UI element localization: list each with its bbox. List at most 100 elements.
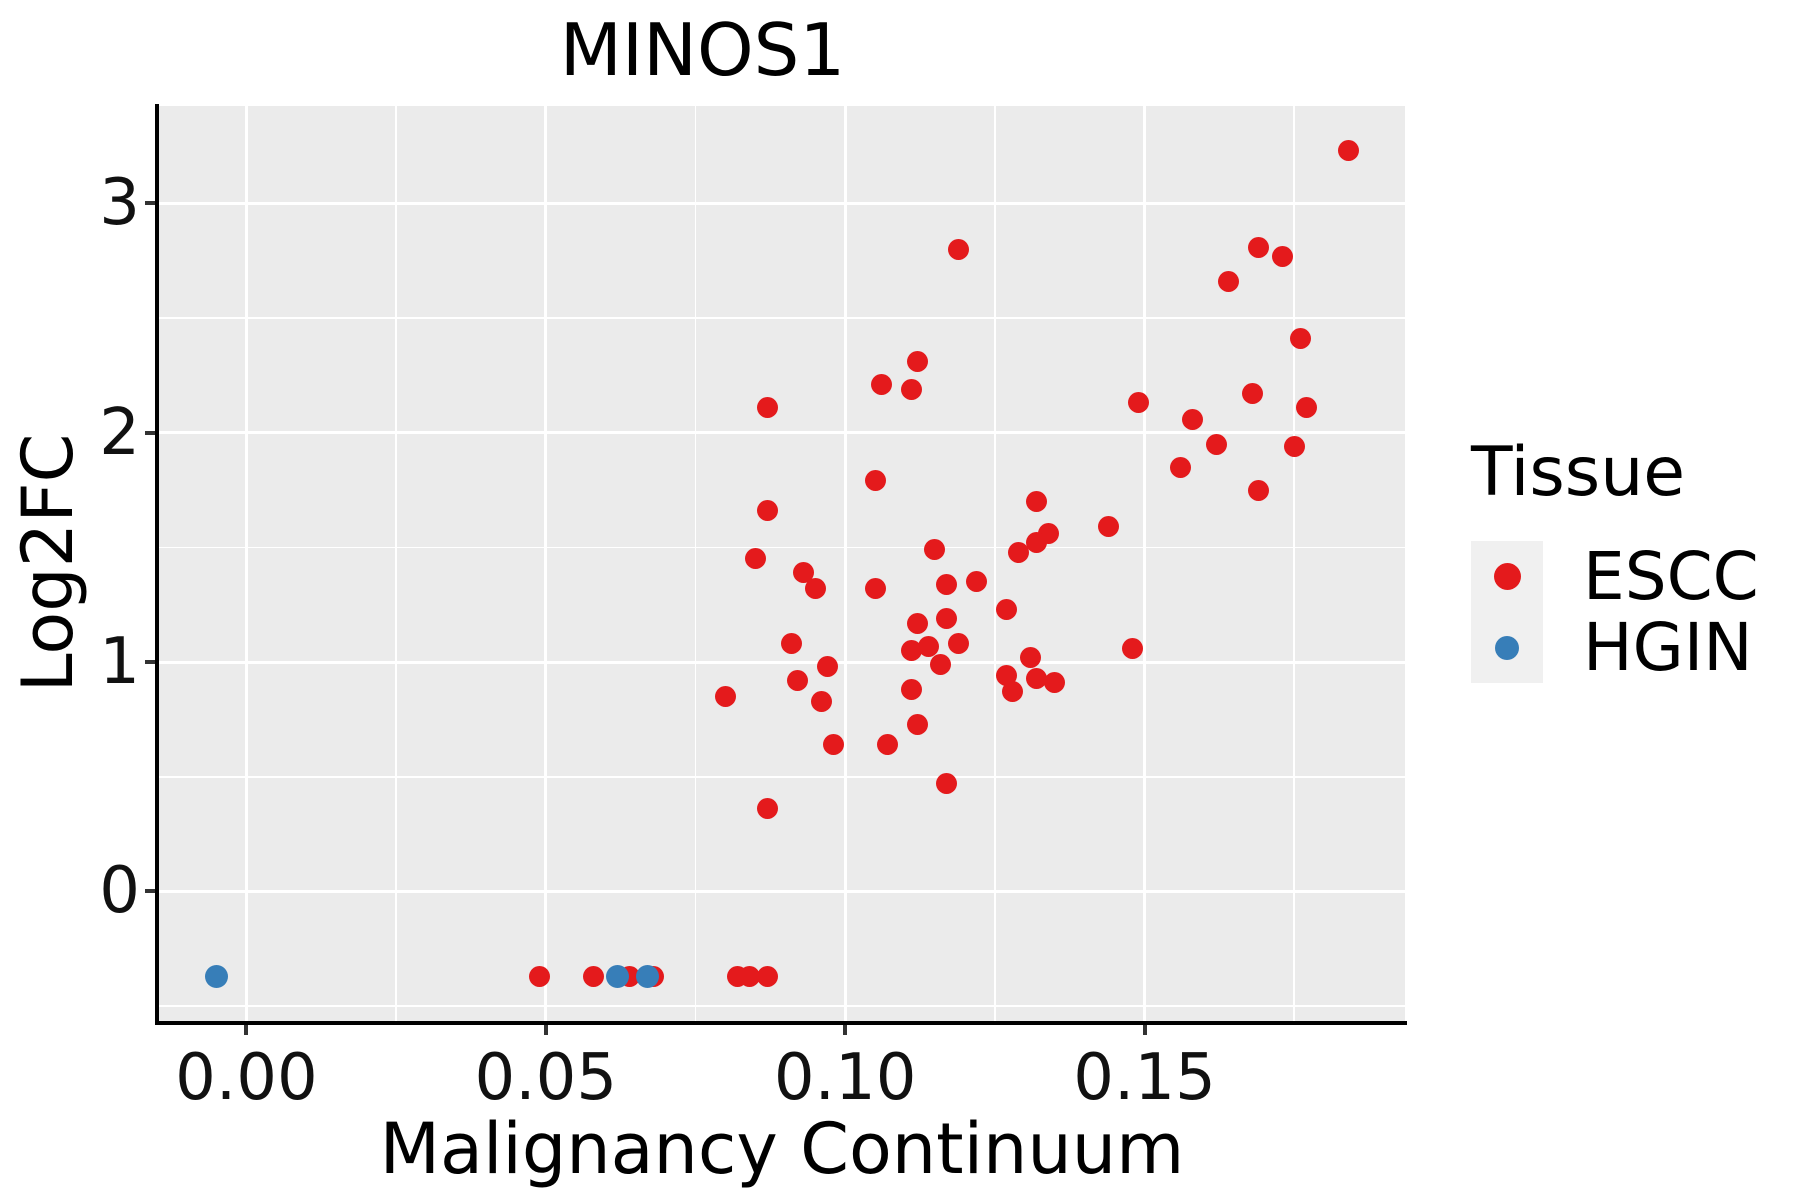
data-point-escc: [1128, 392, 1150, 414]
major-gridline-y: [159, 201, 1405, 205]
legend-dot-hgin: [1495, 635, 1519, 660]
data-point-escc: [1026, 532, 1048, 554]
data-point-escc: [948, 238, 970, 260]
data-point-escc: [822, 734, 844, 756]
minor-gridline-y: [159, 1005, 1405, 1007]
legend-key-hgin: [1471, 612, 1543, 683]
data-point-escc: [906, 351, 928, 373]
data-point-escc: [936, 773, 958, 795]
data-point-escc: [876, 734, 898, 756]
data-point-escc: [756, 397, 778, 419]
data-point-escc: [583, 965, 605, 987]
x-tick-mark: [244, 1025, 249, 1035]
x-tick-label: 0.05: [474, 1041, 618, 1115]
minor-gridline-x: [994, 106, 996, 1021]
x-tick-label: 0.10: [773, 1041, 917, 1115]
data-point-escc: [924, 539, 946, 561]
data-point-escc: [1337, 140, 1359, 162]
legend-label-hgin: HGIN: [1583, 609, 1753, 686]
major-gridline-x: [1143, 106, 1147, 1021]
data-point-escc: [529, 965, 551, 987]
data-point-escc: [918, 635, 940, 657]
data-point-escc: [996, 598, 1018, 620]
data-point-escc: [1247, 479, 1269, 501]
y-tick-label: 2: [99, 395, 140, 470]
data-point-escc: [756, 965, 778, 987]
data-point-escc: [1181, 408, 1203, 430]
data-point-escc: [804, 578, 826, 600]
data-point-escc: [1122, 637, 1144, 659]
data-point-escc: [1169, 456, 1191, 478]
y-tick-label: 0: [99, 854, 140, 929]
data-point-escc: [1044, 672, 1066, 694]
data-point-hgin: [204, 964, 228, 988]
data-point-escc: [900, 679, 922, 701]
major-gridline-x: [843, 106, 847, 1021]
data-point-escc: [1295, 397, 1317, 419]
major-gridline-x: [244, 106, 248, 1021]
y-tick-label: 1: [99, 625, 140, 700]
data-point-escc: [900, 640, 922, 662]
y-tick-mark: [145, 660, 155, 665]
major-gridline-x: [544, 106, 548, 1021]
x-tick-mark: [543, 1025, 548, 1035]
data-point-escc: [870, 374, 892, 396]
data-point-escc: [1247, 236, 1269, 258]
plot-title: MINOS1: [559, 8, 846, 92]
data-point-escc: [744, 548, 766, 570]
x-axis-title: Malignancy Continuum: [379, 1108, 1185, 1190]
data-point-escc: [786, 669, 808, 691]
major-gridline-y: [159, 431, 1405, 435]
x-tick-label: 0.15: [1073, 1041, 1216, 1115]
data-point-escc: [792, 562, 814, 584]
data-point-escc: [906, 713, 928, 735]
data-point-escc: [756, 798, 778, 820]
data-point-escc: [966, 571, 988, 593]
legend-title: Tissue: [1471, 433, 1686, 512]
data-point-escc: [738, 965, 760, 987]
legend-key-escc: [1471, 541, 1543, 612]
data-point-escc: [936, 573, 958, 595]
legend-dot-escc: [1493, 563, 1521, 590]
x-tick-mark: [843, 1025, 848, 1035]
legend-label-escc: ESCC: [1583, 538, 1759, 615]
minor-gridline-x: [694, 106, 697, 1021]
data-point-escc: [1098, 516, 1120, 538]
data-point-escc: [936, 608, 958, 630]
data-point-escc: [900, 378, 922, 400]
major-gridline-y: [159, 660, 1405, 664]
data-point-escc: [906, 612, 928, 634]
data-point-escc: [1002, 681, 1024, 703]
minor-gridline-x: [395, 106, 397, 1021]
x-tick-label: 0.00: [175, 1041, 318, 1115]
data-point-escc: [1026, 667, 1048, 689]
data-point-escc: [1271, 245, 1293, 267]
data-point-escc: [996, 665, 1018, 687]
y-tick-mark: [145, 430, 155, 435]
data-point-escc: [810, 690, 832, 712]
y-axis-line: [155, 104, 159, 1025]
data-point-hgin: [606, 964, 630, 988]
minor-gridline-y: [159, 776, 1405, 778]
data-point-escc: [1008, 541, 1030, 563]
data-point-escc: [948, 633, 970, 655]
data-point-escc: [1205, 433, 1227, 455]
data-point-escc: [1289, 328, 1311, 350]
minor-gridline-y: [159, 317, 1405, 319]
minor-gridline-y: [159, 546, 1405, 549]
y-tick-mark: [145, 889, 155, 894]
plot-panel: [159, 106, 1405, 1021]
x-axis-line: [155, 1021, 1407, 1025]
data-point-hgin: [636, 964, 660, 988]
major-gridline-y: [159, 889, 1405, 893]
data-point-escc: [780, 633, 802, 655]
data-point-escc: [1241, 383, 1263, 405]
data-point-escc: [864, 470, 886, 492]
y-tick-label: 3: [99, 166, 140, 241]
data-point-escc: [1217, 270, 1239, 292]
data-point-escc: [756, 500, 778, 522]
data-point-escc: [1020, 647, 1042, 669]
data-point-escc: [1283, 436, 1305, 458]
data-point-escc: [864, 578, 886, 600]
